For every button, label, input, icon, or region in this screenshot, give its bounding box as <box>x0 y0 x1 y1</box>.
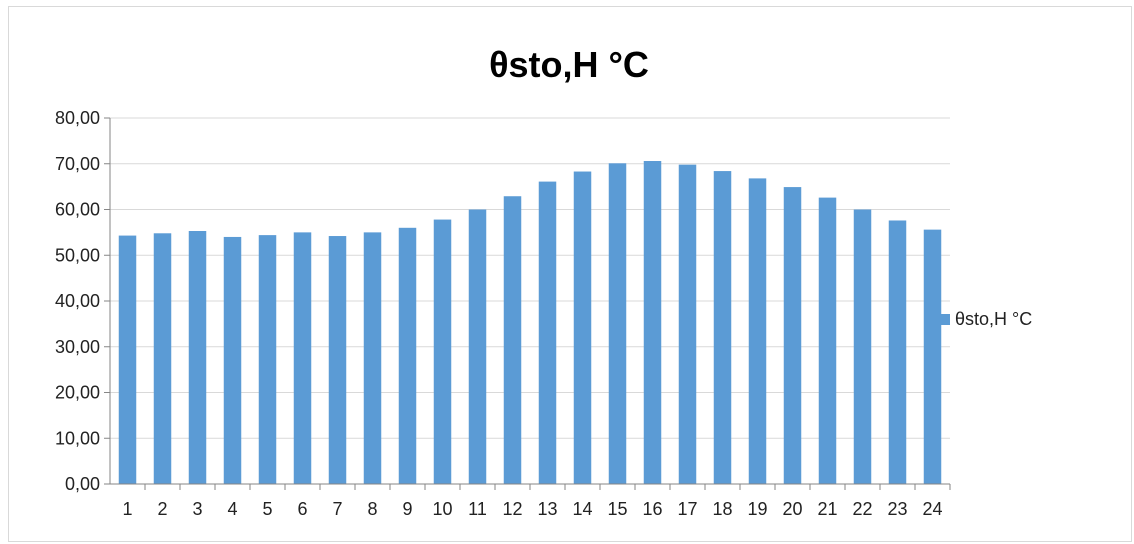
x-tick-label: 10 <box>432 499 452 519</box>
y-tick-label: 10,00 <box>55 428 100 448</box>
x-tick-label: 17 <box>677 499 697 519</box>
x-tick-label: 22 <box>852 499 872 519</box>
x-tick-label: 21 <box>817 499 837 519</box>
bar-7 <box>328 236 347 484</box>
y-tick-label: 60,00 <box>55 200 100 220</box>
bar-12 <box>503 196 522 485</box>
y-tick-label: 0,00 <box>65 474 100 494</box>
y-tick-label: 30,00 <box>55 337 100 357</box>
bar-16 <box>643 161 662 484</box>
bar-22 <box>853 209 872 484</box>
x-tick-labels: 1 2 3 4 5 6 7 8 9 10 11 12 13 14 15 16 17 18 19 20 21 22 23 24 <box>122 499 942 519</box>
y-tick-label: 70,00 <box>55 154 100 174</box>
x-tick-label: 8 <box>367 499 377 519</box>
x-tick-label: 14 <box>572 499 592 519</box>
bars <box>118 161 942 485</box>
bar-13 <box>538 181 557 484</box>
chart-svg: θsto,H °C 0,00 10,00 20,00 30,00 40,00 50,00 6… <box>55 44 1032 519</box>
legend-swatch <box>939 314 950 325</box>
x-tick-label: 11 <box>468 499 487 519</box>
x-tick-label: 13 <box>537 499 557 519</box>
bar-9 <box>398 227 417 485</box>
bar-23 <box>888 220 907 485</box>
bar-1 <box>118 235 137 484</box>
x-tick-label: 20 <box>782 499 802 519</box>
bar-19 <box>748 178 767 484</box>
bar-5 <box>258 235 277 484</box>
y-tick-label: 40,00 <box>55 291 100 311</box>
x-tick-label: 19 <box>747 499 767 519</box>
bar-15 <box>608 163 627 485</box>
x-tick-label: 4 <box>227 499 237 519</box>
bar-24 <box>923 229 942 484</box>
grid-lines <box>110 117 950 439</box>
y-tick-labels: 0,00 10,00 20,00 30,00 40,00 50,00 60,00 70,00 8… <box>55 108 100 494</box>
bar-3 <box>188 231 207 484</box>
x-tick-label: 16 <box>642 499 662 519</box>
x-tick-label: 15 <box>607 499 627 519</box>
x-tick-label: 9 <box>402 499 412 519</box>
x-tick-label: 5 <box>262 499 272 519</box>
x-tick-label: 12 <box>502 499 522 519</box>
bar-17 <box>678 164 697 485</box>
bar-18 <box>713 171 732 484</box>
y-tick-label: 50,00 <box>55 245 100 265</box>
bar-14 <box>573 171 592 484</box>
y-tick-label: 80,00 <box>55 108 100 128</box>
x-tick-label: 1 <box>122 499 132 519</box>
bar-21 <box>818 197 837 485</box>
bar-8 <box>363 232 382 484</box>
x-tick-label: 3 <box>192 499 202 519</box>
bar-20 <box>783 187 802 484</box>
x-tick-label: 23 <box>887 499 907 519</box>
bar-2 <box>153 233 172 484</box>
x-tick-label: 18 <box>712 499 732 519</box>
axes <box>104 117 951 490</box>
x-tick-label: 2 <box>157 499 167 519</box>
bar-11 <box>468 209 487 484</box>
legend: θsto,H °C <box>939 309 1032 329</box>
bar-4 <box>223 236 242 484</box>
bar-10 <box>433 219 452 484</box>
legend-label: θsto,H °C <box>955 309 1032 329</box>
y-tick-label: 20,00 <box>55 383 100 403</box>
x-tick-label: 7 <box>332 499 342 519</box>
bar-6 <box>293 232 312 484</box>
chart-frame: θsto,H °C 0,00 10,00 20,00 30,00 40,00 50,00 6… <box>8 6 1132 542</box>
chart-title: θsto,H °C <box>489 44 649 85</box>
x-tick-label: 24 <box>922 499 942 519</box>
x-tick-label: 6 <box>297 499 307 519</box>
